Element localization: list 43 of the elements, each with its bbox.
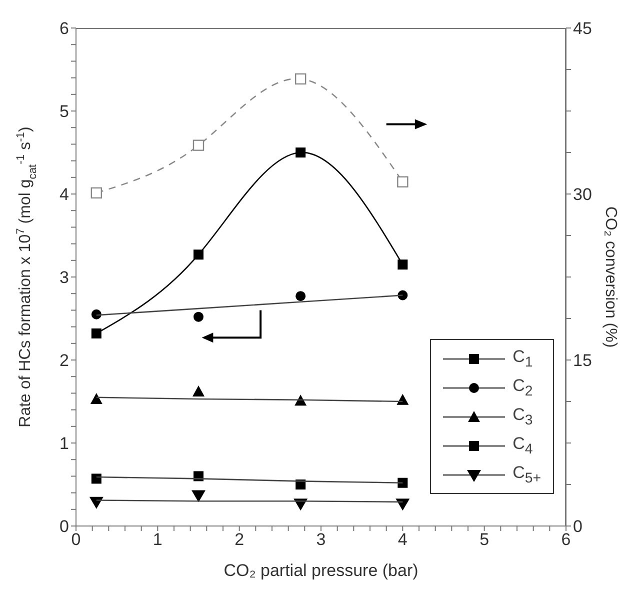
point (396, 498, 410, 511)
point (294, 73, 306, 85)
point (398, 478, 408, 488)
x-tick-label: 2 (234, 530, 244, 550)
point (194, 312, 204, 322)
x-axis-title: CO₂ partial pressure (bar) (224, 561, 418, 580)
y2-tick-label: 15 (573, 351, 592, 370)
point (192, 490, 206, 502)
y-tick-label: 3 (60, 268, 69, 288)
point (89, 496, 104, 509)
point (91, 309, 102, 320)
point (296, 148, 306, 158)
legend-label: C$_{5+}$ (512, 462, 541, 486)
x-tick-label: 3 (316, 530, 326, 550)
x-tick-label: 4 (398, 530, 408, 550)
x-tick-label: 6 (561, 530, 571, 550)
y-tick-label: 2 (60, 351, 69, 370)
legend-label: C$_{4}$ (512, 434, 533, 458)
point (396, 394, 409, 405)
legend-label: C$_{2}$ (512, 376, 533, 400)
y-tick-label: 4 (60, 185, 69, 204)
point (90, 393, 102, 404)
y-tick-label: 5 (60, 102, 69, 122)
point (192, 386, 204, 397)
legend-label: C$_{1}$ (512, 346, 533, 370)
point (296, 291, 306, 302)
point (398, 260, 408, 270)
point (397, 176, 408, 188)
y-tick-label: 6 (60, 19, 69, 38)
y2-tick-label: 0 (573, 517, 582, 536)
legend-label: C$_{3}$ (512, 404, 533, 428)
point (91, 474, 102, 484)
y-tick-label: 1 (60, 434, 69, 454)
y2-axis-title: CO₂ conversion (%) (602, 206, 619, 348)
point (90, 187, 102, 198)
x-tick-label: 1 (152, 530, 162, 550)
y2-tick-label: 45 (573, 19, 592, 38)
point (192, 140, 204, 151)
x-tick-label: 5 (480, 530, 490, 550)
point (194, 250, 204, 260)
y2-tick-label: 30 (573, 185, 592, 204)
y-tick-label: 0 (60, 517, 69, 536)
point (91, 328, 102, 338)
